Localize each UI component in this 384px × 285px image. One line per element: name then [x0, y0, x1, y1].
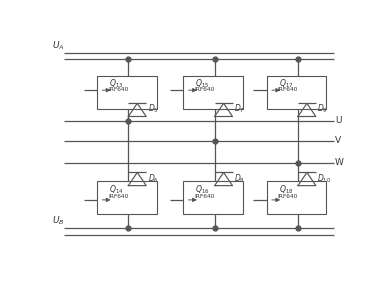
Text: $D_8$: $D_8$	[234, 173, 245, 185]
Text: $D_6$: $D_6$	[148, 173, 159, 185]
Text: $Q_{13}$: $Q_{13}$	[109, 78, 123, 90]
Text: $U_B$: $U_B$	[53, 215, 65, 227]
Text: $D_{10}$: $D_{10}$	[317, 173, 332, 185]
Polygon shape	[298, 103, 316, 117]
Bar	[184, 181, 243, 214]
Bar	[97, 76, 157, 109]
Text: U: U	[335, 116, 342, 125]
Text: $Q_{14}$: $Q_{14}$	[109, 184, 124, 196]
Text: IRF640: IRF640	[278, 194, 298, 199]
Text: $D_7$: $D_7$	[234, 103, 245, 115]
Polygon shape	[128, 103, 146, 117]
Polygon shape	[215, 103, 232, 117]
Text: $Q_{15}$: $Q_{15}$	[195, 78, 210, 90]
Text: IRF640: IRF640	[108, 194, 129, 199]
Text: $D_5$: $D_5$	[148, 103, 159, 115]
Text: IRF640: IRF640	[278, 87, 298, 92]
Polygon shape	[298, 172, 316, 186]
Text: $U_A$: $U_A$	[53, 39, 65, 52]
Bar	[267, 181, 326, 214]
Text: $Q_{18}$: $Q_{18}$	[279, 184, 293, 196]
Text: IRF640: IRF640	[194, 87, 215, 92]
Text: $Q_{16}$: $Q_{16}$	[195, 184, 210, 196]
Bar	[97, 181, 157, 214]
Text: IRF640: IRF640	[194, 194, 215, 199]
Text: $Q_{17}$: $Q_{17}$	[279, 78, 293, 90]
Bar	[267, 76, 326, 109]
Polygon shape	[215, 172, 232, 186]
Polygon shape	[128, 172, 146, 186]
Text: $D_9$: $D_9$	[317, 103, 328, 115]
Text: V: V	[335, 136, 341, 145]
Bar	[184, 76, 243, 109]
Text: IRF640: IRF640	[108, 87, 129, 92]
Text: W: W	[335, 158, 344, 167]
